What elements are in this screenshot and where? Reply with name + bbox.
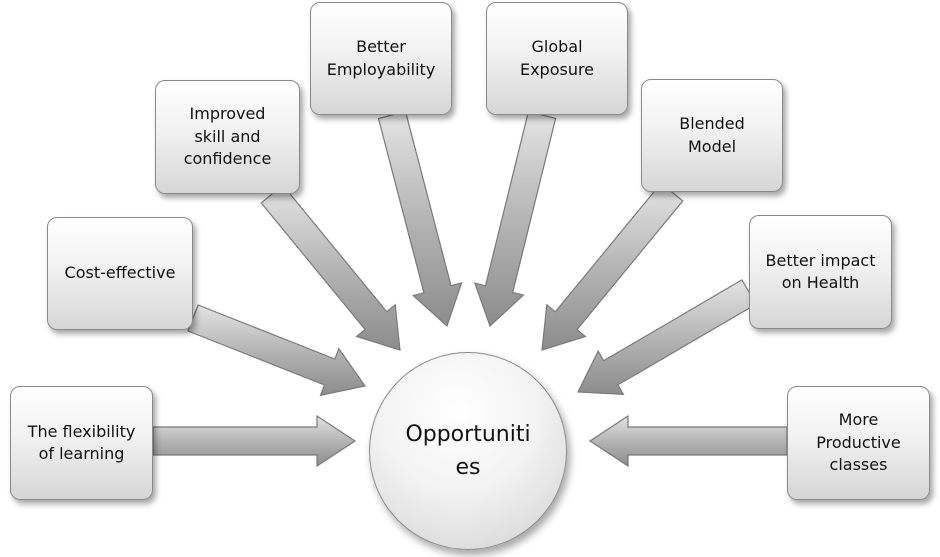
node-label: Better Employability <box>326 37 436 79</box>
node-blended-model: Blended Model <box>641 79 783 192</box>
arrow-global <box>473 110 557 328</box>
node-improved-skill: Improved skill and confidence <box>155 80 300 194</box>
arrow-employability <box>377 110 463 328</box>
node-better-employability: Better Employability <box>310 2 452 115</box>
node-label: Blended Model <box>679 114 745 156</box>
node-label: Improved skill and confidence <box>183 104 272 169</box>
arrow-blended <box>541 182 684 351</box>
node-label: More Productive classes <box>816 410 901 475</box>
node-global-exposure: Global Exposure <box>486 2 628 115</box>
node-flexibility-of-learning: The flexibility of learning <box>10 386 153 500</box>
center-label: Opportuniti es <box>405 422 531 480</box>
node-label: Better impact on Health <box>765 250 876 292</box>
node-label: Cost-effective <box>64 263 176 283</box>
node-better-impact-on-health: Better impact on Health <box>749 215 892 329</box>
arrow-skill <box>260 184 401 351</box>
arrow-productive <box>588 414 788 468</box>
node-more-productive-classes: More Productive classes <box>787 386 930 500</box>
node-cost-effective: Cost-effective <box>47 217 193 330</box>
center-node-opportunities: Opportuniti es <box>369 352 567 550</box>
node-label: Global Exposure <box>519 37 595 79</box>
node-label: The flexibility of learning <box>27 421 136 463</box>
arrow-cost <box>187 304 367 397</box>
arrow-flexibility <box>152 414 357 468</box>
arrow-health <box>577 279 757 396</box>
